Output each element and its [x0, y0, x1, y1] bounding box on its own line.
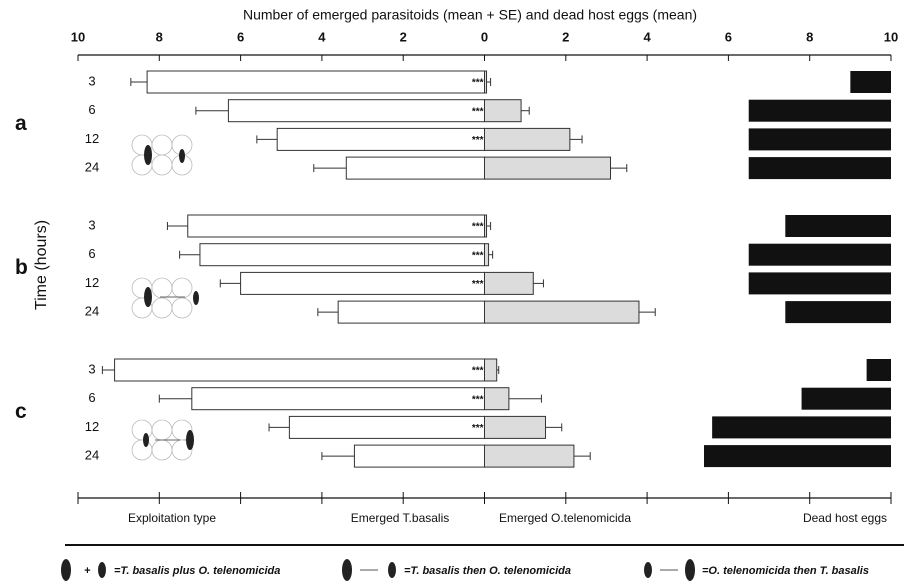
y-tick-label: 6: [88, 390, 95, 405]
series-label: Emerged O.telenomicida: [499, 511, 631, 525]
bar: [749, 244, 891, 266]
bar: [712, 416, 891, 438]
x-tick-label: 6: [725, 29, 732, 44]
bar: [485, 215, 487, 237]
bar: [485, 359, 497, 381]
x-tick-label: 4: [318, 29, 326, 44]
bar: [850, 71, 891, 93]
significance: ***: [472, 366, 484, 377]
legend-label: =T. basalis plus O. telenomicida: [114, 565, 280, 577]
y-axis-title: Time (hours): [33, 220, 50, 310]
bar: [802, 388, 891, 410]
significance: ***: [472, 250, 484, 261]
chart-title: Number of emerged parasitoids (mean + SE…: [243, 7, 697, 23]
y-tick-label: 12: [85, 419, 99, 434]
bar: [354, 445, 484, 467]
icon-group-c: [132, 420, 194, 460]
icon-group-b: [132, 278, 199, 318]
bar: [749, 100, 891, 122]
bar: [867, 359, 891, 381]
significance: ***: [472, 106, 484, 117]
x-tick-label: 8: [156, 29, 163, 44]
bar: [241, 272, 485, 294]
y-tick-label: 3: [88, 73, 95, 88]
bar: [192, 388, 485, 410]
bar: [188, 215, 485, 237]
x-tick-label: 10: [884, 29, 898, 44]
bar: [485, 71, 487, 93]
bar: [485, 416, 546, 438]
series-label: Emerged T.basalis: [351, 511, 450, 525]
bar: [338, 301, 484, 323]
bar: [785, 301, 891, 323]
x-tick-label: 2: [562, 29, 569, 44]
bar: [485, 301, 639, 323]
icon-group-a: [132, 135, 192, 175]
legend-label: =T. basalis then O. telenomicida: [404, 565, 571, 577]
significance: ***: [472, 394, 484, 405]
bar: [485, 244, 489, 266]
significance: ***: [472, 222, 484, 233]
significance: ***: [472, 135, 484, 146]
y-tick-label: 3: [88, 217, 95, 232]
y-tick-label: 6: [88, 102, 95, 117]
group-label: c: [15, 400, 27, 423]
y-tick-label: 24: [85, 160, 99, 175]
significance: ***: [472, 423, 484, 434]
svg-text:+: +: [84, 565, 91, 577]
significance: ***: [472, 78, 484, 89]
x-tick-label: 8: [806, 29, 813, 44]
bar: [346, 157, 484, 179]
group-label: a: [15, 112, 27, 135]
y-tick-label: 3: [88, 361, 95, 376]
x-tick-label: 2: [400, 29, 407, 44]
bar: [485, 272, 534, 294]
x-tick-label: 4: [643, 29, 651, 44]
series-label: Dead host eggs: [803, 511, 887, 525]
x-tick-label: 6: [237, 29, 244, 44]
legend-label: =O. telenomicida then T. basalis: [702, 565, 869, 577]
bar: [749, 128, 891, 150]
y-tick-label: 12: [85, 131, 99, 146]
y-tick-label: 12: [85, 275, 99, 290]
significance: ***: [472, 279, 484, 290]
bar: [785, 215, 891, 237]
x-tick-label: 10: [71, 29, 85, 44]
bar: [115, 359, 485, 381]
group-label: b: [15, 256, 28, 279]
bar: [228, 100, 484, 122]
bar: [749, 157, 891, 179]
bar: [485, 388, 509, 410]
y-tick-label: 6: [88, 246, 95, 261]
bar: [485, 157, 611, 179]
bar: [200, 244, 485, 266]
bar: [147, 71, 484, 93]
bar: [485, 100, 522, 122]
bar: [749, 272, 891, 294]
x-tick-label: 0: [481, 29, 488, 44]
bar: [485, 445, 574, 467]
chart: Number of emerged parasitoids (mean + SE…: [0, 0, 904, 586]
y-tick-label: 24: [85, 304, 99, 319]
x-axis-label: Exploitation type: [128, 511, 216, 525]
bar: [704, 445, 891, 467]
bar: [277, 128, 484, 150]
bar: [289, 416, 484, 438]
bar: [485, 128, 570, 150]
y-tick-label: 24: [85, 448, 99, 463]
